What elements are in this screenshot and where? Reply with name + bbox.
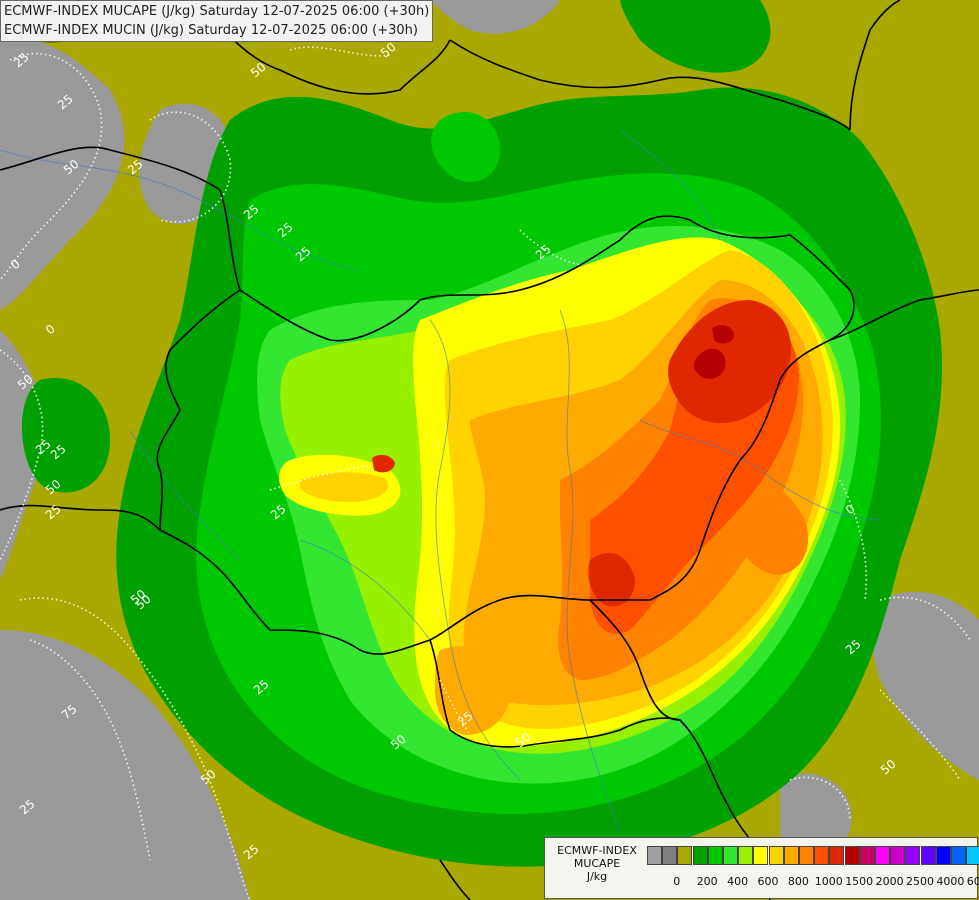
- legend-swatch: [707, 846, 723, 865]
- legend-title-model: ECMWF-INDEX: [557, 844, 637, 857]
- legend-swatch: [951, 846, 966, 865]
- legend-tick-label: 1500: [845, 875, 874, 888]
- legend-swatch: [890, 846, 906, 865]
- title-line-mucape: ECMWF-INDEX MUCAPE (J/kg) Saturday 12-07…: [4, 4, 430, 19]
- map-title: ECMWF-INDEX MUCAPE (J/kg) Saturday 12-07…: [0, 0, 434, 42]
- legend-swatch: [677, 846, 693, 865]
- mucin-contours: [0, 46, 971, 900]
- legend-swatch: [799, 846, 814, 865]
- legend-swatch: [844, 846, 860, 865]
- legend-swatch: [738, 846, 754, 865]
- title-line-mucin: ECMWF-INDEX MUCIN (J/kg) Saturday 12-07-…: [4, 23, 418, 38]
- legend-swatch: [966, 846, 979, 865]
- legend-tick-label: 4000: [936, 875, 965, 888]
- legend-swatch: [662, 846, 678, 865]
- legend-tick-label: 800: [787, 875, 809, 888]
- legend-tick-label: 0: [673, 875, 681, 888]
- colorbar-legend: ECMWF-INDEX MUCAPE J/kg 0 200 400 600 800 100…: [544, 837, 979, 899]
- legend-title-unit: J/kg: [586, 870, 608, 883]
- legend-swatch: [875, 846, 890, 865]
- legend-swatch: [814, 846, 830, 865]
- legend-swatch: [905, 846, 921, 865]
- legend-tick-label: 600: [757, 875, 779, 888]
- rivers: [0, 129, 881, 831]
- cape-band-red: [372, 300, 791, 607]
- legend-tick-label: 1000: [814, 875, 843, 888]
- legend-tick-label: 2000: [875, 875, 904, 888]
- legend-swatch: [768, 846, 784, 865]
- legend-swatch: [829, 846, 845, 865]
- legend-tick-label: 6000: [966, 875, 979, 888]
- legend-swatch: [723, 846, 738, 865]
- legend-swatch: [859, 846, 875, 865]
- cape-band-dark-red: [694, 325, 734, 379]
- legend-swatch: [647, 846, 662, 865]
- legend-swatch: [783, 846, 799, 865]
- legend-swatch: [692, 846, 708, 865]
- legend-tick-label: 200: [696, 875, 718, 888]
- legend-title-field: MUCAPE: [573, 857, 621, 870]
- legend-swatch: [920, 846, 936, 865]
- legend-tick-label: 2500: [906, 875, 934, 888]
- legend-swatch: [753, 846, 769, 865]
- legend-tick-label: 400: [727, 875, 749, 888]
- legend-title: ECMWF-INDEX MUCAPE J/kg: [549, 844, 645, 883]
- legend-swatch: [935, 846, 951, 865]
